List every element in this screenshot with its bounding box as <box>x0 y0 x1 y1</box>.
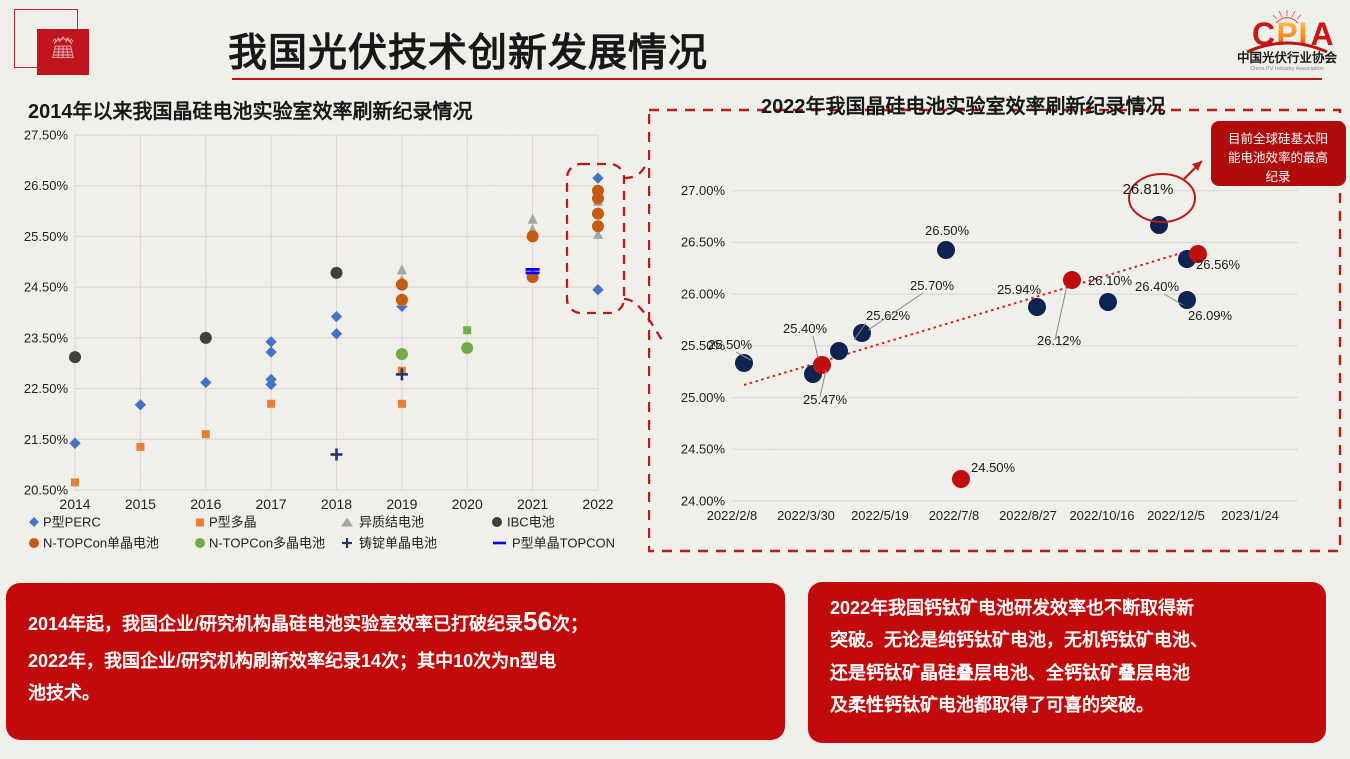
svg-text:2015: 2015 <box>125 496 156 512</box>
svg-text:25.00%: 25.00% <box>681 390 726 405</box>
svg-text:26.56%: 26.56% <box>1196 257 1241 272</box>
svg-text:24.50%: 24.50% <box>24 280 69 295</box>
svg-text:25.70%: 25.70% <box>910 278 955 293</box>
svg-text:2020: 2020 <box>452 496 483 512</box>
svg-text:26.00%: 26.00% <box>681 286 726 301</box>
svg-text:2022/2/8: 2022/2/8 <box>707 508 758 523</box>
svg-text:China PV Industry Association: China PV Industry Association <box>1250 66 1324 72</box>
svg-text:25.50%: 25.50% <box>708 337 753 352</box>
svg-text:26.10%: 26.10% <box>1088 273 1133 288</box>
svg-text:25.47%: 25.47% <box>803 392 848 407</box>
svg-text:2019: 2019 <box>386 496 417 512</box>
svg-text:27.50%: 27.50% <box>24 128 69 143</box>
svg-text:21.50%: 21.50% <box>24 432 69 447</box>
svg-text:26.50%: 26.50% <box>24 178 69 193</box>
svg-text:2022/5/19: 2022/5/19 <box>851 508 909 523</box>
svg-text:25.50%: 25.50% <box>24 229 69 244</box>
svg-text:N-TOPCon多晶电池: N-TOPCon多晶电池 <box>209 536 325 551</box>
svg-text:24.50%: 24.50% <box>681 442 726 457</box>
svg-text:23.50%: 23.50% <box>24 330 69 345</box>
svg-text:P型多晶: P型多晶 <box>209 515 257 530</box>
svg-text:2023/1/24: 2023/1/24 <box>1221 508 1279 523</box>
svg-text:IBC电池: IBC电池 <box>507 515 555 530</box>
svg-text:26.40%: 26.40% <box>1135 279 1180 294</box>
svg-text:22.50%: 22.50% <box>24 381 69 396</box>
svg-text:26.09%: 26.09% <box>1188 308 1233 323</box>
svg-text:P: P <box>1276 16 1297 52</box>
svg-text:能电池效率的最高: 能电池效率的最高 <box>1228 150 1328 165</box>
svg-text:27.00%: 27.00% <box>681 183 726 198</box>
svg-text:25.94%: 25.94% <box>997 282 1042 297</box>
svg-text:异质结电池: 异质结电池 <box>359 515 424 530</box>
svg-text:26.50%: 26.50% <box>681 235 726 250</box>
svg-text:26.12%: 26.12% <box>1037 333 1082 348</box>
svg-text:26.81%: 26.81% <box>1123 181 1174 198</box>
svg-text:2017: 2017 <box>256 496 287 512</box>
svg-text:25.40%: 25.40% <box>783 321 828 336</box>
svg-text:2022/3/30: 2022/3/30 <box>777 508 835 523</box>
svg-text:2014: 2014 <box>59 496 90 512</box>
svg-text:I: I <box>1299 16 1308 52</box>
svg-text:2016: 2016 <box>190 496 221 512</box>
svg-text:2018: 2018 <box>321 496 352 512</box>
svg-text:N-TOPCon单晶电池: N-TOPCon单晶电池 <box>43 536 159 551</box>
svg-text:2022/7/8: 2022/7/8 <box>929 508 980 523</box>
svg-text:目前全球硅基太阳: 目前全球硅基太阳 <box>1228 131 1328 146</box>
svg-text:26.50%: 26.50% <box>925 223 970 238</box>
svg-text:铸锭单晶电池: 铸锭单晶电池 <box>359 536 437 551</box>
svg-text:24.50%: 24.50% <box>971 460 1016 475</box>
svg-text:2021: 2021 <box>517 496 548 512</box>
svg-text:2022/12/5: 2022/12/5 <box>1147 508 1205 523</box>
svg-text:P型PERC: P型PERC <box>43 515 101 530</box>
svg-text:纪录: 纪录 <box>1265 170 1290 184</box>
svg-text:2022/8/27: 2022/8/27 <box>999 508 1057 523</box>
svg-text:P型单晶TOPCON: P型单晶TOPCON <box>512 536 615 551</box>
svg-text:中国光伏行业协会: 中国光伏行业协会 <box>1237 50 1338 65</box>
svg-text:2022: 2022 <box>582 496 613 512</box>
svg-text:2022/10/16: 2022/10/16 <box>1069 508 1134 523</box>
svg-text:25.62%: 25.62% <box>866 308 911 323</box>
svg-text:24.00%: 24.00% <box>681 493 726 508</box>
